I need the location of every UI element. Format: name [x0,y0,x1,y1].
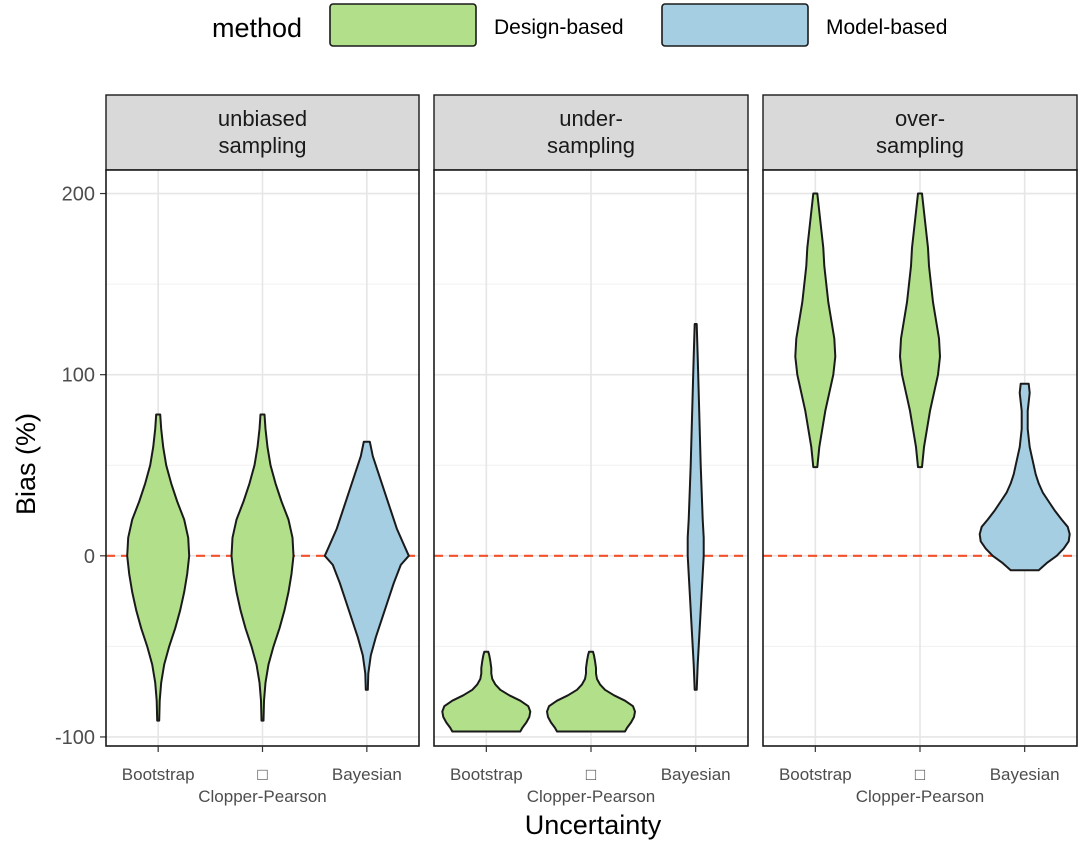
violin-design-based [546,650,636,733]
y-tick-label: 200 [62,184,95,206]
facet-strip [762,94,1078,171]
legend-title: method [212,13,302,43]
x-tick-label: □ [586,765,596,784]
x-tick-sublabel: Clopper-Pearson [527,787,656,806]
facet-strip-label: unbiased [218,106,307,131]
x-tick-label: Bootstrap [122,765,195,784]
facet-strip-label: sampling [547,133,635,158]
legend: method Design-based Model-based [212,3,947,47]
legend-label-design-based: Design-based [494,16,624,39]
facet-panel-2: under-sampling Bootstrap □ Bayesian Clopper-… [433,94,749,806]
violin-model-based [323,440,410,691]
y-tick-label: -100 [55,727,95,749]
x-axis-title: Uncertainty [525,810,662,840]
violin-model-based [686,323,705,691]
x-tick-label: Bayesian [661,765,731,784]
x-tick-label: Bayesian [990,765,1060,784]
x-tick-label: □ [257,765,267,784]
legend-label-model-based: Model-based [826,16,947,39]
violin-design-based [230,413,295,722]
facet-strip [105,94,420,171]
legend-key-model-based [661,3,809,47]
x-tick-sublabel: Clopper-Pearson [198,787,327,806]
y-tick-label: 100 [62,365,95,387]
violin-design-based [899,192,941,469]
violin-design-based [441,650,532,733]
facet-panel-3: over-sampling Bootstrap □ Bayesian Clopper-P… [762,94,1078,806]
x-tick-sublabel: Clopper-Pearson [856,787,985,806]
x-tick-label: Bootstrap [779,765,852,784]
violin-model-based [978,382,1071,572]
facet-strip-label: over- [895,106,945,131]
y-tick-label: 0 [84,546,95,568]
violin-design-based [126,413,191,722]
x-tick-label: □ [915,765,925,784]
x-tick-label: Bayesian [332,765,402,784]
legend-key-design-based [329,3,477,47]
facet-strip-label: sampling [218,133,306,158]
y-axis-title: Bias (%) [11,413,41,515]
x-tick-label: Bootstrap [450,765,523,784]
y-axis: -100 0 100 200 [55,184,106,749]
facet-strip-label: under- [559,106,623,131]
facet-strip-label: sampling [876,133,964,158]
violin-design-based [794,192,837,469]
legend-entries: Design-based Model-based [329,3,947,47]
facet-strip [433,94,749,171]
